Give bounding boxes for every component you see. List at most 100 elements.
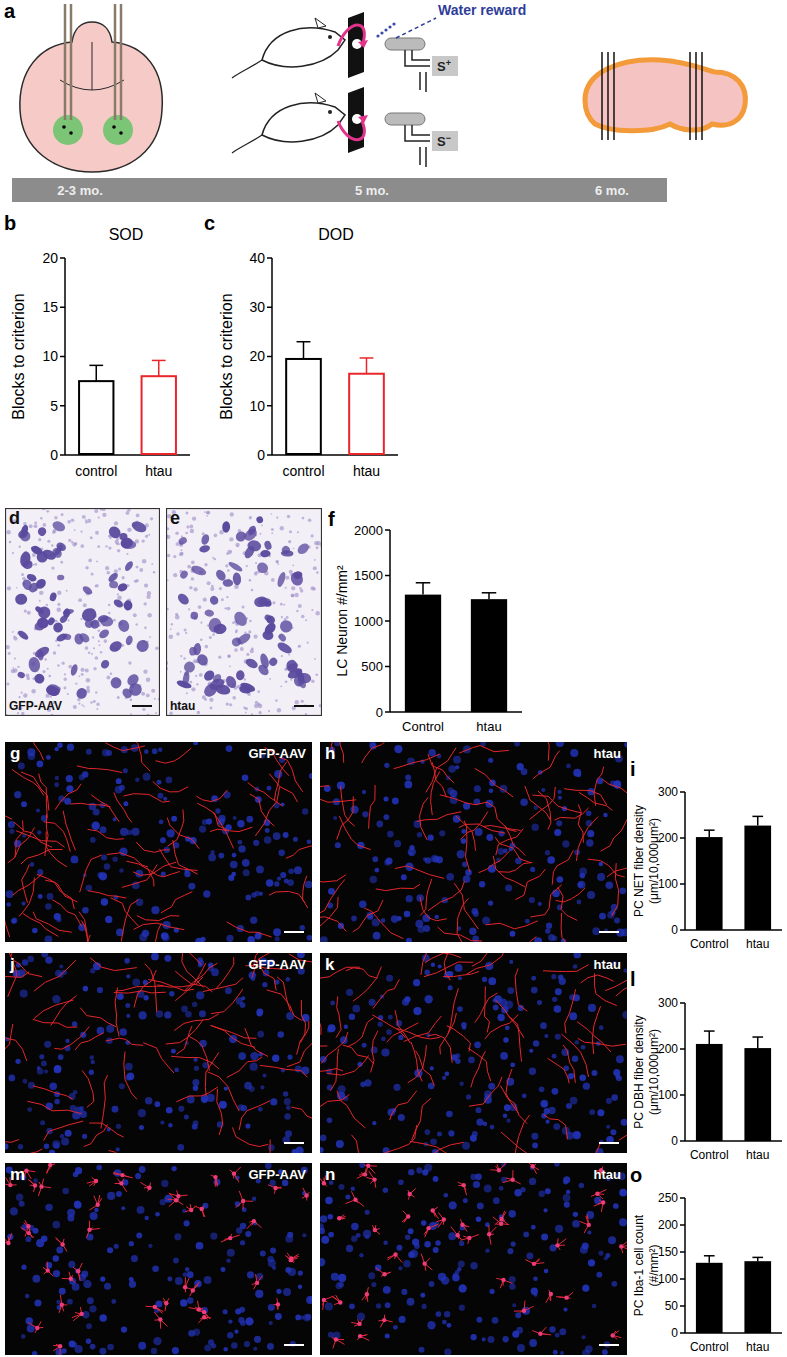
neuron bbox=[256, 663, 270, 677]
nucleus bbox=[151, 1348, 158, 1355]
stain-speck bbox=[227, 569, 230, 572]
nucleus bbox=[270, 1248, 276, 1254]
stain-speck bbox=[145, 535, 148, 538]
nucleus bbox=[210, 850, 214, 854]
stain-speck bbox=[105, 545, 107, 547]
fiber bbox=[457, 898, 468, 942]
scale-bar bbox=[284, 1142, 304, 1144]
nucleus bbox=[238, 845, 245, 852]
stain-speck bbox=[82, 515, 86, 519]
stain-speck bbox=[52, 531, 55, 534]
neuron bbox=[255, 560, 270, 575]
stain-speck bbox=[203, 598, 207, 602]
fiber bbox=[395, 1010, 410, 1043]
stain-speck bbox=[57, 603, 60, 606]
timeline-bar bbox=[12, 178, 667, 202]
nucleus bbox=[226, 745, 233, 752]
nucleus bbox=[245, 1124, 250, 1129]
neuron bbox=[123, 560, 134, 572]
stain-speck bbox=[9, 541, 11, 543]
nucleus bbox=[272, 1266, 276, 1270]
neuron bbox=[121, 687, 134, 700]
nucleus bbox=[305, 881, 312, 889]
stain-speck bbox=[190, 529, 194, 533]
neuron bbox=[28, 656, 42, 673]
fiber bbox=[161, 892, 192, 913]
nucleus bbox=[155, 1212, 160, 1217]
stain-speck bbox=[202, 695, 206, 699]
fiber bbox=[581, 975, 614, 983]
microglia-process bbox=[38, 1179, 51, 1196]
microglia-process bbox=[62, 1272, 75, 1283]
stain-speck bbox=[173, 555, 176, 558]
neuron bbox=[110, 676, 123, 689]
stain-speck bbox=[42, 670, 45, 673]
nucleus bbox=[553, 1123, 560, 1130]
nucleus bbox=[82, 907, 89, 914]
fiber bbox=[495, 837, 531, 863]
nucleus bbox=[551, 974, 556, 979]
stain-speck bbox=[176, 542, 180, 546]
nucleus bbox=[61, 1137, 69, 1145]
nucleus bbox=[114, 1244, 119, 1249]
stain-speck bbox=[227, 654, 230, 657]
nucleus bbox=[394, 840, 401, 847]
microglia-process bbox=[268, 1185, 282, 1194]
stain-speck bbox=[213, 558, 216, 561]
nucleus bbox=[408, 848, 416, 856]
stain-speck bbox=[64, 678, 67, 681]
nucleus bbox=[62, 1188, 69, 1195]
fiber bbox=[34, 742, 44, 760]
nucleus bbox=[301, 1067, 309, 1075]
fiber bbox=[55, 784, 81, 810]
nucleus bbox=[196, 1242, 204, 1250]
electrode bbox=[120, 4, 123, 120]
fiber bbox=[88, 829, 124, 839]
stain-speck bbox=[104, 639, 108, 643]
nucleus bbox=[185, 1011, 192, 1018]
nucleus bbox=[71, 855, 79, 863]
nucleus bbox=[285, 1267, 291, 1273]
nucleus bbox=[272, 1055, 279, 1062]
stain-speck bbox=[313, 566, 317, 570]
nucleus bbox=[537, 1000, 542, 1005]
neuron bbox=[117, 618, 131, 633]
fiber bbox=[52, 900, 81, 927]
neuron bbox=[294, 675, 305, 687]
nucleus bbox=[240, 1321, 246, 1327]
image-background bbox=[5, 953, 312, 1153]
nucleus bbox=[171, 1166, 176, 1171]
microglia bbox=[6, 1241, 10, 1245]
nucleus bbox=[131, 1255, 138, 1262]
fiber bbox=[84, 1125, 108, 1147]
stain-speck bbox=[294, 593, 298, 597]
stain-speck bbox=[33, 564, 35, 566]
stain-speck bbox=[185, 512, 188, 515]
fiber bbox=[558, 887, 577, 920]
neuron bbox=[239, 681, 256, 694]
microglia bbox=[60, 1242, 64, 1246]
fiber bbox=[320, 792, 356, 802]
fiber bbox=[277, 977, 291, 1012]
stain-speck bbox=[24, 609, 27, 612]
nucleus bbox=[406, 938, 412, 942]
nucleus bbox=[597, 873, 605, 881]
stain-speck bbox=[229, 665, 231, 667]
nucleus bbox=[555, 1034, 561, 1040]
fiber bbox=[601, 818, 627, 852]
nucleus bbox=[586, 810, 592, 816]
nucleus bbox=[509, 960, 513, 964]
nucleus bbox=[372, 1121, 376, 1125]
fiber bbox=[539, 742, 549, 761]
nucleus bbox=[69, 1341, 76, 1348]
nucleus bbox=[252, 1197, 256, 1201]
fiber bbox=[174, 1014, 219, 1031]
neuron bbox=[99, 658, 111, 670]
nucleus bbox=[611, 1094, 618, 1101]
nucleus bbox=[370, 743, 377, 750]
stain-speck bbox=[55, 620, 58, 623]
nucleus bbox=[218, 853, 224, 859]
nucleus bbox=[447, 787, 454, 794]
stain-speck bbox=[246, 653, 249, 656]
nucleus bbox=[262, 982, 267, 987]
